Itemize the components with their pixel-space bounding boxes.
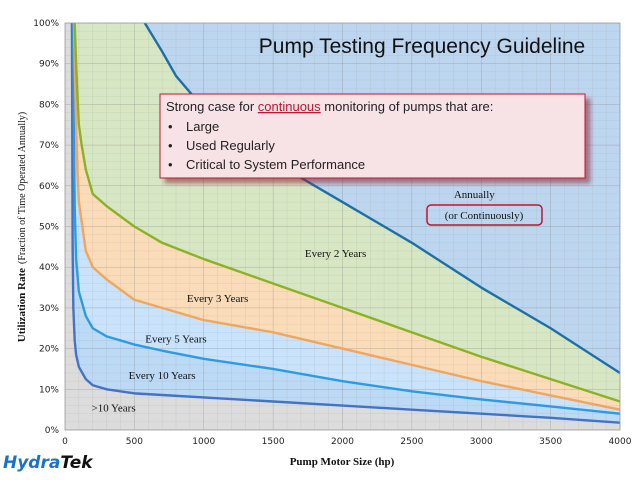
boundary-curve-3 bbox=[72, 23, 620, 411]
logo-text: HydraTek bbox=[3, 453, 94, 473]
y-tick-label: 70% bbox=[39, 141, 59, 151]
annotation-callout: Strong case for continuous monitoring of… bbox=[159, 93, 586, 179]
region-label: Annually bbox=[454, 189, 495, 201]
callout-bullet-1: • bbox=[168, 119, 173, 134]
boundary-curve-4 bbox=[73, 23, 620, 403]
y-tick-label: 90% bbox=[39, 60, 59, 70]
callout-heading-emphasis: continuous bbox=[258, 99, 321, 114]
y-tick-label: 40% bbox=[39, 263, 59, 273]
region-label: Every 5 Years bbox=[145, 333, 206, 345]
region-label: >10 Years bbox=[92, 403, 136, 415]
continuous-sub-label: (or Continuously) bbox=[445, 210, 524, 222]
x-tick-label: 3500 bbox=[539, 437, 562, 447]
x-tick-label: 2000 bbox=[331, 437, 354, 447]
hydratek-logo: HydraTek bbox=[3, 453, 94, 473]
y-tick-label: 60% bbox=[39, 182, 59, 192]
callout-item-large: Large bbox=[186, 119, 219, 134]
callout-box bbox=[159, 93, 586, 179]
region-label: Every 2 Years bbox=[305, 248, 366, 260]
y-tick-label: 0% bbox=[45, 426, 60, 436]
x-tick-label: 0 bbox=[62, 437, 68, 447]
grid-layer bbox=[65, 23, 620, 430]
x-tick-labels: 0 500 1000 1500 2000 2500 3000 3500 4000 bbox=[62, 437, 632, 447]
continuous-label-box bbox=[426, 204, 543, 226]
callout-heading: Strong case for continuous monitoring of… bbox=[166, 99, 493, 114]
y-tick-labels: 0% 10% 20% 30% 40% 50% 60% 70% 80% 90% 100% bbox=[33, 19, 59, 436]
x-axis-title: Pump Motor Size (hp) bbox=[290, 456, 395, 468]
y-tick-label: 50% bbox=[39, 223, 59, 233]
x-tick-label: 2500 bbox=[400, 437, 423, 447]
chart-title: Pump Testing Frequency Guideline bbox=[259, 35, 585, 58]
y-tick-label: 100% bbox=[33, 19, 59, 29]
boundary-curve-1 bbox=[70, 23, 620, 424]
x-tick-label: 3000 bbox=[470, 437, 493, 447]
y-tick-label: 20% bbox=[39, 345, 59, 355]
y-axis-title: Utilization Rate(Fraction of Time Operat… bbox=[16, 112, 28, 342]
region-label: Every 10 Years bbox=[129, 370, 196, 382]
region-labels: >10 Years Every 10 Years Every 5 Years Ever… bbox=[92, 189, 496, 415]
callout-bullet-3: • bbox=[168, 157, 173, 172]
x-tick-label: 1500 bbox=[262, 437, 285, 447]
callout-item-critical: Critical to System Performance bbox=[186, 157, 365, 172]
plot-border bbox=[64, 22, 621, 431]
callout-bullet-2: • bbox=[168, 138, 173, 153]
x-tick-label: 500 bbox=[126, 437, 143, 447]
y-tick-label: 30% bbox=[39, 304, 59, 314]
region-label: Every 3 Years bbox=[187, 293, 248, 305]
y-tick-label: 80% bbox=[39, 100, 59, 110]
callout-item-used-regularly: Used Regularly bbox=[186, 138, 275, 153]
y-tick-label: 10% bbox=[39, 385, 59, 395]
x-tick-label: 4000 bbox=[609, 437, 632, 447]
x-tick-label: 1000 bbox=[192, 437, 215, 447]
boundary-curve-2 bbox=[72, 23, 620, 415]
